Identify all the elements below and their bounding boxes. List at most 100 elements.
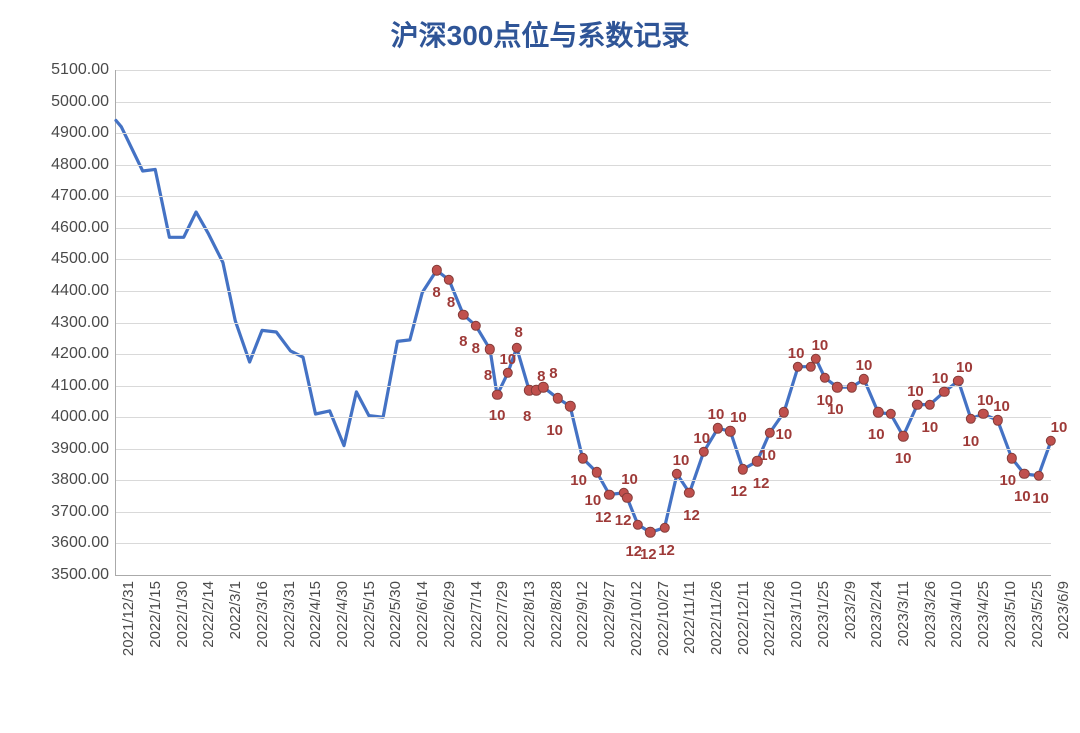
x-tick-label: 2022/2/14 [200,581,217,648]
data-label: 8 [432,284,440,301]
x-tick-label: 2022/6/14 [414,581,431,648]
chart-title: 沪深300点位与系数记录 [0,14,1080,54]
x-tick-label: 2022/3/16 [254,581,271,648]
y-tick-label: 4700.00 [51,187,109,205]
gridline [116,70,1051,71]
data-label: 10 [759,447,776,464]
x-tick-label: 2022/5/30 [387,581,404,648]
data-label: 10 [922,419,939,436]
data-label: 10 [999,472,1016,489]
data-label: 10 [570,472,587,489]
gridline [116,165,1051,166]
gridline [116,291,1051,292]
y-tick-label: 5100.00 [51,61,109,79]
data-label: 10 [693,430,710,447]
x-tick-label: 2022/10/27 [655,581,672,656]
y-tick-label: 4000.00 [51,408,109,426]
data-label: 10 [856,357,873,374]
data-label: 10 [868,426,885,443]
data-label: 10 [895,450,912,467]
y-tick-label: 3800.00 [51,471,109,489]
x-tick-label: 2022/5/15 [361,581,378,648]
data-label: 10 [673,452,690,469]
y-tick-label: 4300.00 [51,314,109,332]
line-path [116,121,1051,533]
y-tick-label: 4400.00 [51,282,109,300]
gridline [116,354,1051,355]
data-label: 10 [708,406,725,423]
x-tick-label: 2023/2/9 [842,581,859,639]
data-label: 8 [447,294,455,311]
y-tick-label: 4500.00 [51,250,109,268]
data-label: 8 [549,365,557,382]
x-tick-label: 2023/1/10 [788,581,805,648]
x-tick-label: 2022/12/11 [735,581,752,655]
data-label: 10 [788,345,805,362]
x-tick-label: 2023/4/25 [975,581,992,648]
data-label: 10 [977,392,994,409]
gridline [116,133,1051,134]
data-label: 12 [615,512,632,529]
y-tick-label: 5000.00 [51,93,109,111]
x-tick-label: 2023/5/10 [1002,581,1019,648]
data-label: 10 [489,407,506,424]
data-label: 10 [932,370,949,387]
gridline [116,259,1051,260]
data-label: 12 [683,507,700,524]
x-tick-label: 2022/3/1 [227,581,244,639]
x-tick-label: 2023/3/26 [922,581,939,648]
x-tick-label: 2022/6/29 [441,581,458,648]
data-label: 10 [1051,419,1068,436]
x-tick-label: 2022/11/11 [681,581,698,654]
x-tick-label: 2021/12/31 [120,581,137,656]
y-tick-label: 3900.00 [51,440,109,458]
gridline [116,323,1051,324]
data-label: 12 [640,546,657,563]
x-tick-label: 2023/5/25 [1029,581,1046,648]
x-tick-label: 2022/1/30 [174,581,191,648]
plot-area: 8888810108888101010121012121212101210101… [115,70,1051,576]
data-label: 10 [956,359,973,376]
data-label: 10 [621,471,638,488]
y-tick-label: 3700.00 [51,503,109,521]
data-label: 10 [963,433,980,450]
data-label: 8 [523,408,531,425]
data-label: 8 [459,333,467,350]
x-tick-label: 2023/1/25 [815,581,832,648]
data-label: 10 [907,383,924,400]
x-tick-label: 2022/3/31 [281,581,298,648]
data-label: 12 [658,542,675,559]
y-tick-label: 4800.00 [51,156,109,174]
x-tick-label: 2022/8/28 [548,581,565,648]
gridline [116,228,1051,229]
x-tick-label: 2022/4/15 [307,581,324,648]
x-tick-label: 2022/7/14 [468,581,485,648]
data-label: 10 [499,351,516,368]
data-label: 10 [1032,490,1049,507]
data-marker [1046,436,1056,446]
data-label: 10 [827,401,844,418]
x-tick-label: 2022/10/12 [628,581,645,656]
data-label: 10 [1014,488,1031,505]
x-tick-label: 2022/8/13 [521,581,538,648]
data-label: 12 [753,475,770,492]
x-tick-label: 2023/4/10 [948,581,965,648]
x-tick-label: 2022/11/26 [708,581,725,655]
gridline [116,417,1051,418]
data-label: 10 [585,492,602,509]
data-label: 10 [993,398,1010,415]
data-label: 10 [730,409,747,426]
data-label: 8 [484,367,492,384]
y-tick-label: 3500.00 [51,566,109,584]
y-tick-label: 4100.00 [51,377,109,395]
x-tick-label: 2022/9/12 [574,581,591,648]
x-tick-label: 2023/6/9 [1055,581,1072,639]
x-tick-label: 2022/1/15 [147,581,164,648]
gridline [116,102,1051,103]
data-label: 12 [595,509,612,526]
y-tick-label: 3600.00 [51,534,109,552]
x-tick-label: 2023/2/24 [868,581,885,648]
y-tick-label: 4600.00 [51,219,109,237]
x-tick-label: 2022/4/30 [334,581,351,648]
data-label: 8 [472,340,480,357]
